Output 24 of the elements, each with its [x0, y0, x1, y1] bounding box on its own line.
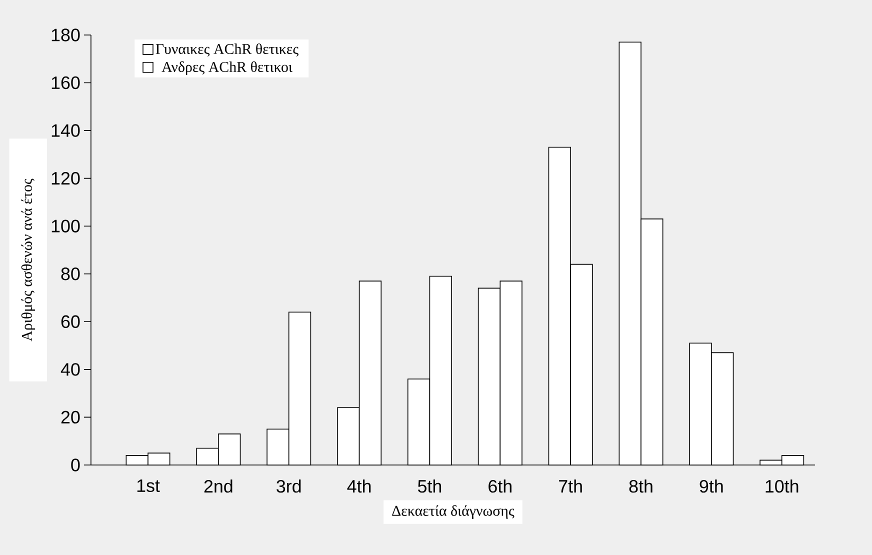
- y-tick-label: 60: [61, 315, 80, 328]
- y-tick-label: 80: [61, 268, 80, 280]
- x-tick-label: 2nd: [204, 480, 232, 493]
- y-tick-label: 160: [52, 76, 80, 90]
- x-tick-label: 9th: [700, 480, 723, 493]
- x-tick-label: 10th: [766, 480, 798, 493]
- x-tick-label: 8th: [629, 480, 652, 493]
- x-tick-label: 1st: [137, 480, 160, 492]
- y-tick-label: 180: [52, 28, 80, 42]
- x-tick-label: 3rd: [276, 480, 301, 493]
- y-tick-label: 120: [52, 172, 80, 185]
- y-tick-label: 0: [71, 458, 80, 472]
- legend-label: Γυναικες AChR θετικες: [156, 43, 298, 57]
- x-tick-label: 6th: [488, 480, 512, 493]
- legend-label: Ανδρες AChR θετικοι: [162, 61, 292, 76]
- y-tick-label: 20: [61, 410, 80, 424]
- y-tick-label: 100: [52, 220, 80, 232]
- y-tick-label: 40: [60, 363, 80, 376]
- x-tick-label: 4th: [347, 480, 371, 493]
- x-tick-label: 5th: [418, 480, 442, 493]
- y-tick-label: 140: [52, 124, 80, 137]
- x-tick-label: 7th: [559, 480, 582, 493]
- x-axis-title: Δεκαετία διάγνωσης: [392, 505, 514, 519]
- y-axis-title: Αριθμός ασθενών ανά έτος: [21, 178, 35, 342]
